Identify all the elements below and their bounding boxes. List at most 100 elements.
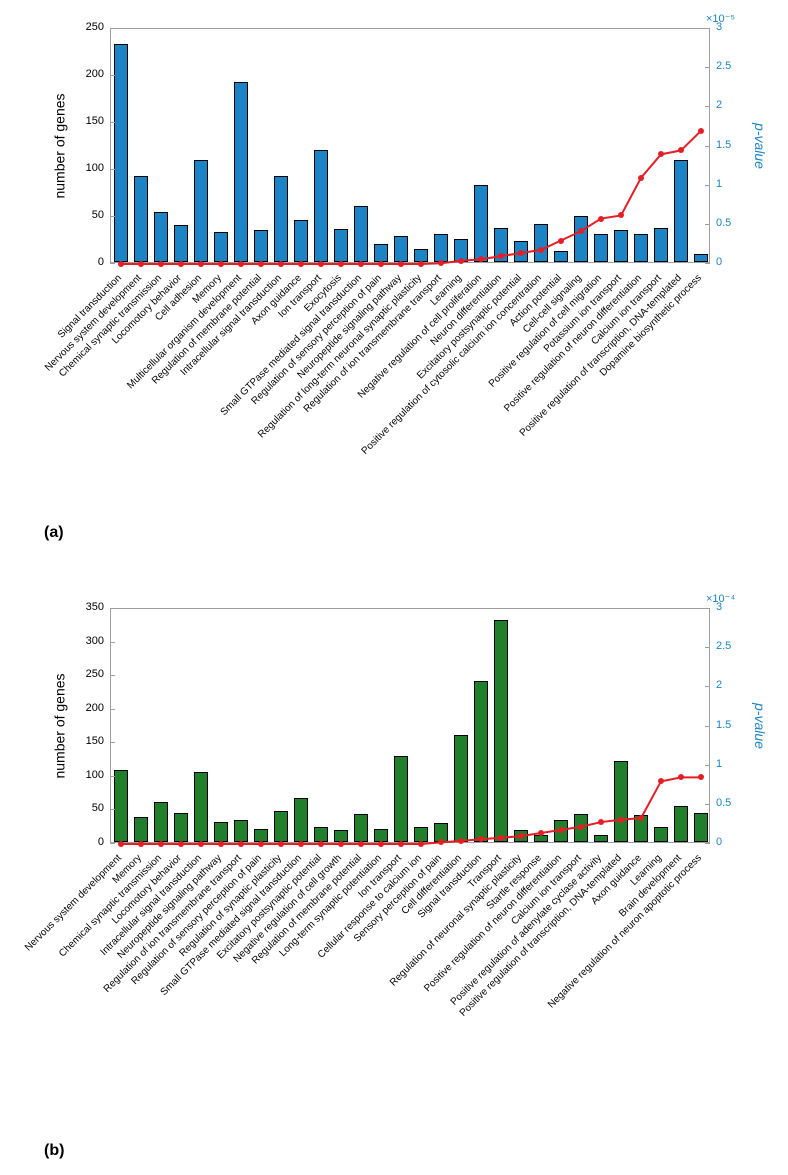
plot-b <box>110 608 710 843</box>
y-right-exponent: ×10⁻⁴ <box>706 592 735 605</box>
line-marker <box>678 147 684 153</box>
line-marker <box>598 216 604 222</box>
line-marker <box>398 841 404 847</box>
y-right-tick: 1.5 <box>716 139 744 151</box>
line-marker <box>378 841 384 847</box>
line-marker <box>278 841 284 847</box>
y-right-tick: 0.5 <box>716 797 744 809</box>
subfigure-label-b: (b) <box>44 1142 64 1160</box>
line-marker <box>538 247 544 253</box>
line-marker <box>378 261 384 267</box>
y-left-tick: 250 <box>70 668 104 680</box>
y-right-label-text: p-value <box>752 703 768 749</box>
line-marker <box>558 827 564 833</box>
line-marker <box>158 261 164 267</box>
y-left-tick: 200 <box>70 68 104 80</box>
y-left-tick: 50 <box>70 802 104 814</box>
line-marker <box>478 256 484 262</box>
line-marker <box>238 261 244 267</box>
line-marker <box>658 778 664 784</box>
line-marker <box>678 774 684 780</box>
panel-b: number of genes p-value 0 50 100 150 200 250 3… <box>0 590 788 1165</box>
y-right-tick: 0 <box>716 836 744 848</box>
line-marker <box>318 841 324 847</box>
y-left-tick: 100 <box>70 769 104 781</box>
line-marker <box>358 261 364 267</box>
line-marker <box>138 261 144 267</box>
line-marker <box>518 250 524 256</box>
y-left-tick: 0 <box>70 256 104 268</box>
line-marker <box>338 261 344 267</box>
y-left-tick: 300 <box>70 635 104 647</box>
plot-a <box>110 28 710 263</box>
y-right-tick: 1.5 <box>716 719 744 731</box>
line-marker <box>218 841 224 847</box>
y-right-tick: 2 <box>716 679 744 691</box>
line-marker <box>398 261 404 267</box>
y-right-tick: 0 <box>716 256 744 268</box>
line-marker <box>338 841 344 847</box>
line-marker <box>278 261 284 267</box>
y-axis-left-label: number of genes <box>52 608 68 843</box>
y-left-tick: 0 <box>70 836 104 848</box>
line-marker <box>498 835 504 841</box>
line-marker <box>698 774 704 780</box>
y-right-tick: 1 <box>716 178 744 190</box>
subfigure-label-a: (a) <box>44 524 64 542</box>
y-left-tick: 250 <box>70 21 104 33</box>
y-right-label-text: p-value <box>752 123 768 169</box>
line-marker <box>118 841 124 847</box>
line-marker <box>538 830 544 836</box>
y-left-tick: 150 <box>70 735 104 747</box>
line-marker <box>178 841 184 847</box>
line-marker <box>578 228 584 234</box>
y-left-label-text: number of genes <box>52 93 68 198</box>
line-layer <box>111 29 711 264</box>
line-marker <box>178 261 184 267</box>
plot-area-a <box>111 29 709 262</box>
line-marker <box>598 819 604 825</box>
line-marker <box>238 841 244 847</box>
line-marker <box>618 212 624 218</box>
y-right-exponent: ×10⁻⁵ <box>706 12 735 25</box>
line-marker <box>298 841 304 847</box>
y-right-tick: 2.5 <box>716 60 744 72</box>
line-marker <box>638 175 644 181</box>
y-right-tick: 0.5 <box>716 217 744 229</box>
y-right-tick: 2.5 <box>716 640 744 652</box>
line-marker <box>438 260 444 266</box>
y-left-tick: 150 <box>70 115 104 127</box>
line-marker <box>578 824 584 830</box>
line-marker <box>138 841 144 847</box>
panel-a: number of genes p-value 050100150200250 … <box>0 10 788 560</box>
y-left-label-text: number of genes <box>52 673 68 778</box>
line-marker <box>658 151 664 157</box>
line-marker <box>498 253 504 259</box>
y-axis-left-label: number of genes <box>52 28 68 263</box>
page: number of genes p-value 050100150200250 … <box>0 0 788 1175</box>
line-marker <box>418 841 424 847</box>
line-marker <box>698 128 704 134</box>
y-left-tick: 350 <box>70 601 104 613</box>
line-marker <box>618 817 624 823</box>
y-left-tick: 100 <box>70 162 104 174</box>
line-marker <box>418 261 424 267</box>
line-marker <box>318 261 324 267</box>
y-right-tick: 2 <box>716 99 744 111</box>
y-left-tick: 200 <box>70 702 104 714</box>
line-marker <box>558 238 564 244</box>
line-marker <box>478 836 484 842</box>
y-axis-right-label: p-value <box>752 28 768 263</box>
line-marker <box>198 841 204 847</box>
line-marker <box>198 261 204 267</box>
line-marker <box>638 815 644 821</box>
line-marker <box>298 261 304 267</box>
line-marker <box>158 841 164 847</box>
line-marker <box>438 839 444 845</box>
line-marker <box>258 841 264 847</box>
line-marker <box>118 261 124 267</box>
line-marker <box>218 261 224 267</box>
y-axis-right-label: p-value <box>752 608 768 843</box>
line-marker <box>258 261 264 267</box>
line-marker <box>458 258 464 264</box>
